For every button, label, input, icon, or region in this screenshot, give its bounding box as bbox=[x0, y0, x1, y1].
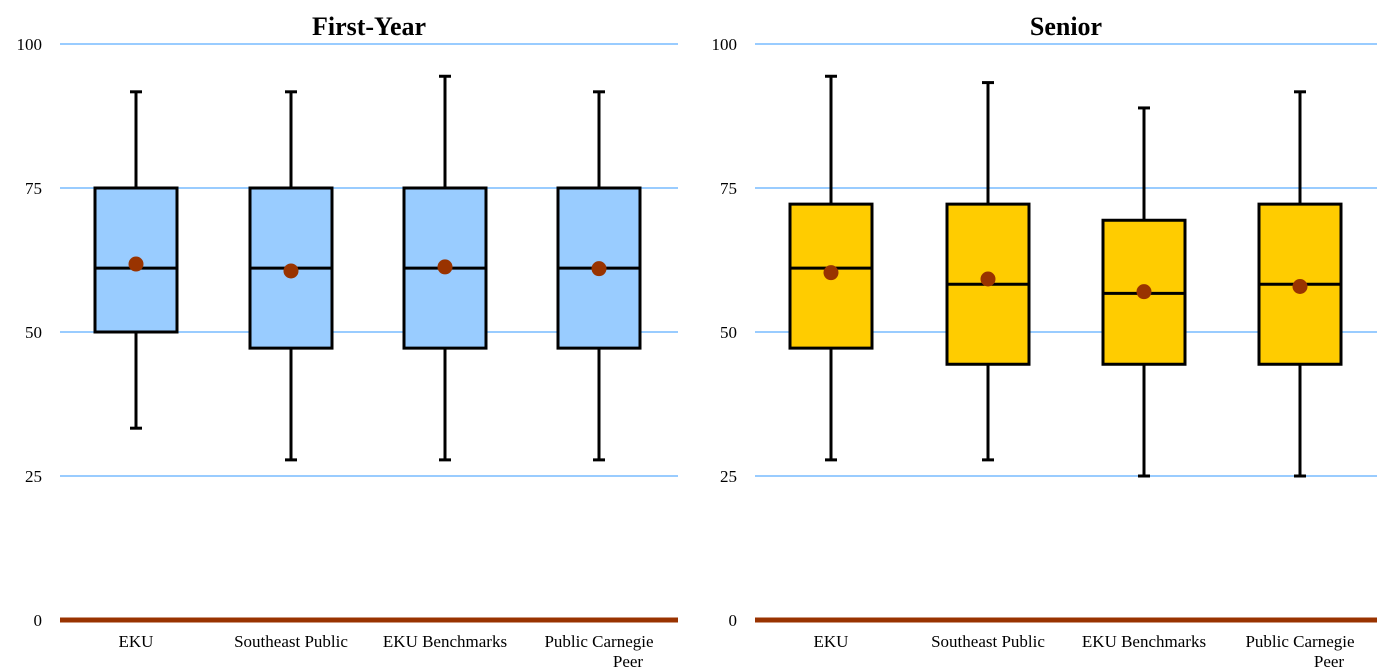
y-tick-label: 75 bbox=[720, 179, 737, 198]
mean-marker bbox=[591, 261, 607, 277]
box-1 bbox=[945, 81, 1031, 462]
category-label-line: EKU bbox=[119, 632, 154, 651]
mean-marker bbox=[1136, 284, 1152, 300]
mean-marker bbox=[823, 265, 839, 281]
box-3 bbox=[1257, 90, 1343, 478]
category-label: Southeast Public bbox=[931, 632, 1045, 651]
y-tick-label: 50 bbox=[720, 323, 737, 342]
category-label-line: EKU Benchmarks bbox=[1082, 632, 1206, 651]
y-tick-label: 75 bbox=[25, 179, 42, 198]
category-label: Public Carnegie Peer bbox=[544, 632, 653, 671]
category-label: EKU Benchmarks bbox=[1082, 632, 1206, 651]
category-label-line: Public Carnegie bbox=[1245, 632, 1354, 651]
mean-marker bbox=[437, 259, 453, 275]
category-label: Southeast Public bbox=[234, 632, 348, 651]
category-label: EKU Benchmarks bbox=[383, 632, 507, 651]
chart-title: Senior bbox=[1030, 12, 1102, 41]
mean-marker bbox=[980, 271, 996, 287]
iqr-box bbox=[93, 186, 179, 334]
category-label-line: EKU bbox=[814, 632, 849, 651]
category-label-line: Southeast Public bbox=[234, 632, 348, 651]
mean-marker bbox=[1292, 278, 1308, 294]
category-label-line: EKU Benchmarks bbox=[383, 632, 507, 651]
y-tick-label: 0 bbox=[729, 611, 738, 630]
box-1 bbox=[248, 90, 334, 462]
box-2 bbox=[1101, 106, 1187, 478]
chart-panel-0: First-Year 0 25 50 75 100 EKU Southeast Public E… bbox=[17, 12, 678, 671]
category-label-line: Peer bbox=[613, 652, 644, 671]
y-tick-label: 25 bbox=[720, 467, 737, 486]
chart-title: First-Year bbox=[312, 12, 426, 41]
category-label: EKU bbox=[814, 632, 849, 651]
category-label-line: Peer bbox=[1314, 652, 1345, 671]
category-label: EKU bbox=[119, 632, 154, 651]
chart-panel-1: Senior 0 25 50 75 100 EKU Southeast Public EKU B… bbox=[712, 12, 1377, 671]
y-tick-label: 25 bbox=[25, 467, 42, 486]
y-tick-label: 50 bbox=[25, 323, 42, 342]
category-label-line: Public Carnegie bbox=[544, 632, 653, 651]
box-2 bbox=[402, 74, 488, 462]
category-label-line: Southeast Public bbox=[931, 632, 1045, 651]
y-tick-label: 100 bbox=[712, 35, 738, 54]
category-label: Public Carnegie Peer bbox=[1245, 632, 1354, 671]
y-tick-label: 0 bbox=[34, 611, 43, 630]
box-0 bbox=[788, 74, 874, 462]
box-3 bbox=[556, 90, 642, 462]
mean-marker bbox=[128, 256, 144, 272]
box-0 bbox=[93, 90, 179, 430]
y-tick-label: 100 bbox=[17, 35, 43, 54]
mean-marker bbox=[283, 263, 299, 279]
